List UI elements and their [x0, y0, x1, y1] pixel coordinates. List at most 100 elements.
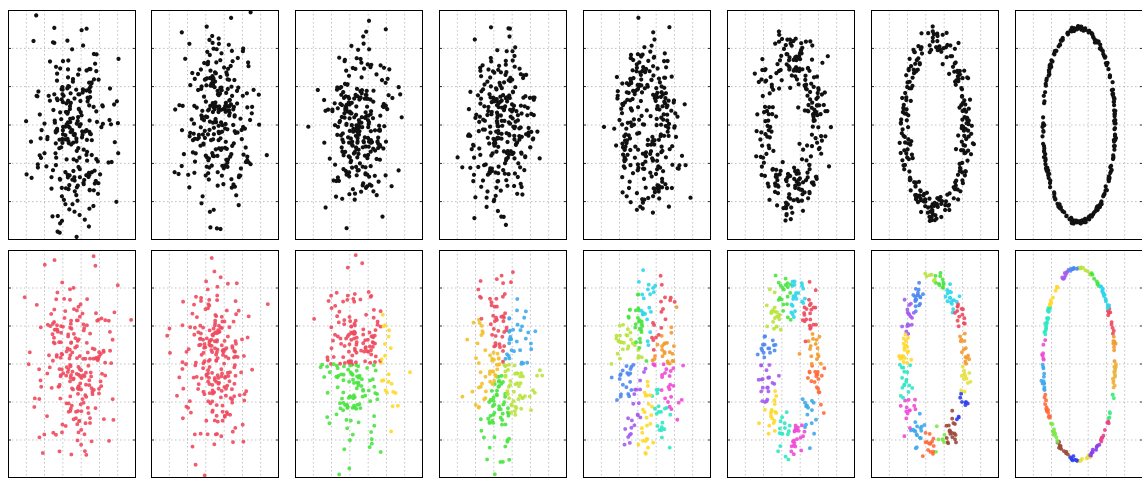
data-point	[487, 445, 492, 450]
data-point	[628, 163, 633, 168]
data-point	[763, 407, 767, 412]
data-point	[510, 49, 515, 54]
data-point	[371, 88, 376, 93]
data-point	[770, 416, 775, 421]
data-point	[325, 364, 329, 369]
data-point	[322, 97, 327, 103]
data-point	[787, 67, 792, 72]
data-point	[615, 351, 620, 356]
data-point	[760, 385, 765, 390]
data-point	[347, 342, 352, 347]
data-point	[243, 145, 248, 150]
data-point	[772, 402, 777, 406]
data-point	[651, 338, 656, 342]
data-point	[641, 310, 645, 315]
data-point	[346, 73, 352, 78]
data-point	[778, 327, 783, 332]
data-point	[822, 366, 827, 371]
data-point	[1044, 76, 1049, 81]
data-point	[214, 403, 219, 407]
data-point	[210, 371, 215, 375]
data-point	[109, 361, 114, 365]
data-point	[220, 319, 225, 324]
data-point	[503, 72, 508, 77]
data-point	[1043, 402, 1047, 406]
data-point	[657, 428, 662, 432]
data-point	[329, 293, 333, 298]
data-point	[495, 208, 500, 214]
data-point	[505, 352, 509, 357]
data-point	[815, 352, 820, 357]
data-point	[931, 436, 936, 441]
data-point	[1094, 205, 1099, 210]
data-point	[191, 131, 196, 136]
data-point	[66, 141, 71, 146]
data-point	[789, 205, 794, 210]
data-point	[359, 75, 364, 80]
data-point	[629, 388, 634, 392]
panel-row2-col3	[295, 250, 423, 478]
data-point	[71, 132, 76, 137]
data-point	[483, 348, 488, 352]
data-point	[83, 128, 89, 133]
data-point	[962, 368, 967, 373]
data-point	[515, 322, 520, 327]
data-point	[763, 334, 767, 339]
data-point	[226, 281, 230, 286]
data-point	[383, 103, 388, 108]
data-point	[59, 97, 64, 102]
data-point	[953, 60, 958, 65]
data-point	[489, 166, 494, 171]
data-point	[111, 418, 116, 422]
data-point	[194, 105, 199, 110]
data-point	[190, 138, 196, 143]
data-point	[55, 128, 60, 133]
data-point	[347, 116, 352, 121]
data-point	[821, 411, 826, 415]
data-point	[944, 55, 949, 60]
data-point	[233, 426, 238, 430]
data-point	[70, 47, 75, 52]
data-point	[45, 371, 50, 376]
data-point	[76, 72, 81, 77]
data-point	[85, 350, 90, 355]
data-point	[1057, 42, 1062, 47]
data-point	[347, 128, 352, 133]
data-point	[1041, 365, 1046, 369]
data-point	[663, 371, 667, 375]
data-point	[509, 403, 514, 408]
data-point	[52, 320, 56, 324]
data-point	[515, 113, 521, 118]
data-point	[935, 39, 940, 44]
data-point	[943, 294, 948, 299]
data-point	[214, 413, 219, 418]
data-point	[760, 348, 764, 353]
data-point	[506, 26, 511, 31]
data-point	[40, 451, 45, 455]
data-point	[484, 195, 489, 200]
data-point	[202, 60, 207, 66]
data-point	[688, 195, 693, 200]
data-point	[363, 185, 369, 190]
data-point	[514, 406, 519, 410]
data-point	[756, 377, 761, 382]
data-point	[389, 381, 394, 386]
data-point	[913, 309, 918, 314]
data-point	[1107, 415, 1112, 420]
data-point	[634, 387, 639, 392]
data-point	[927, 196, 932, 201]
data-point	[774, 167, 779, 172]
data-point	[220, 371, 224, 376]
data-point	[960, 364, 965, 369]
data-point	[919, 31, 924, 36]
data-point	[649, 142, 654, 147]
data-point	[49, 386, 54, 390]
data-point	[789, 43, 794, 48]
data-point	[103, 318, 108, 323]
data-point	[198, 337, 202, 341]
data-point	[52, 92, 57, 97]
data-point	[786, 172, 791, 177]
data-point	[233, 373, 238, 378]
data-point	[657, 107, 662, 112]
data-point	[653, 354, 657, 358]
